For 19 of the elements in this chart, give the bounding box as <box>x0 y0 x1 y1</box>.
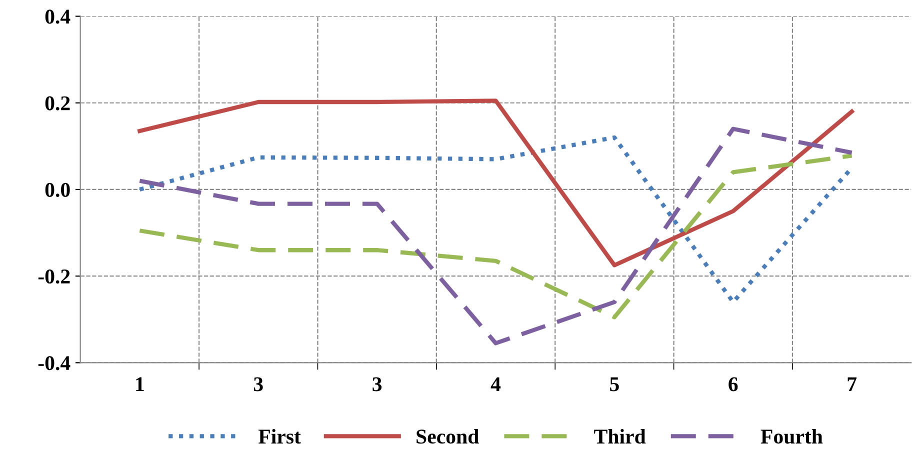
x-tick-label: 6 <box>728 377 738 392</box>
x-tick-label: 7 <box>848 377 857 392</box>
line-series <box>138 154 854 320</box>
line-series <box>138 126 854 346</box>
legend-label: Third <box>594 428 646 444</box>
legend-label: Fourth <box>760 428 823 444</box>
line-series <box>138 98 854 268</box>
x-tick-label: 5 <box>610 377 619 392</box>
y-tick-label: -0.2 <box>38 269 70 284</box>
y-tick-label: 0.0 <box>45 182 70 198</box>
y-tick-label: -0.4 <box>38 356 70 370</box>
y-tick-label: 0.2 <box>45 96 70 110</box>
x-tick-label: 4 <box>490 377 501 392</box>
x-tick-label: 3 <box>254 377 263 392</box>
y-tick-label: 0.4 <box>45 10 70 24</box>
legend-label: First <box>258 428 301 444</box>
x-tick-label: 3 <box>372 377 382 392</box>
x-tick-label: 1 <box>136 377 144 392</box>
legend-label: Second <box>416 428 479 444</box>
